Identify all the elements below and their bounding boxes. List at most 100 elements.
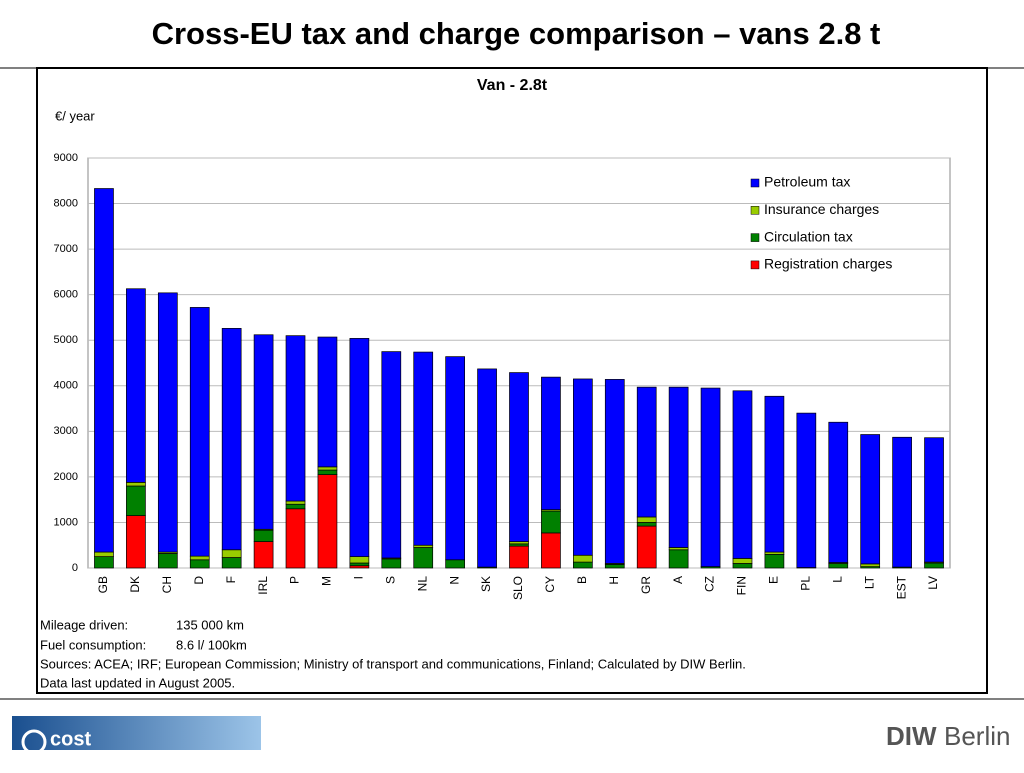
- x-tick-label: SLO: [511, 576, 525, 600]
- x-tick-label: M: [320, 576, 334, 586]
- x-tick-label: SK: [479, 576, 493, 592]
- x-tick-label: GB: [96, 576, 110, 593]
- bar-segment: [254, 335, 273, 530]
- bar-segment: [478, 369, 497, 567]
- bar-segment: [382, 352, 401, 558]
- bar-segment: [94, 552, 113, 557]
- legend-swatch: [751, 261, 759, 269]
- x-tick-label: DK: [128, 576, 142, 593]
- bar-segment: [382, 559, 401, 568]
- x-tick-label: LT: [862, 575, 876, 589]
- x-tick-label: NL: [415, 576, 429, 592]
- bar-segment: [925, 563, 944, 568]
- x-tick-label: B: [575, 576, 589, 584]
- legend-label: Petroleum tax: [764, 174, 850, 190]
- bar-segment: [541, 511, 560, 533]
- y-tick-label: 5000: [54, 334, 78, 346]
- brand-bold: DIW: [886, 721, 937, 751]
- legend-swatch: [751, 234, 759, 242]
- x-tick-label: CZ: [703, 576, 717, 592]
- bar-segment: [126, 486, 145, 516]
- bar-segment: [158, 553, 177, 568]
- bar-segment: [637, 387, 656, 517]
- bar-segment: [318, 467, 337, 470]
- bar-segment: [893, 437, 912, 567]
- bar-segment: [765, 396, 784, 552]
- bar-segment: [733, 391, 752, 559]
- note-label: Mileage driven:: [40, 617, 128, 632]
- y-tick-label: 4000: [54, 380, 78, 392]
- brand: Berlin: [944, 721, 1010, 751]
- note-line: Sources: ACEA; IRF; European Commission;…: [40, 656, 746, 671]
- bar-segment: [318, 337, 337, 467]
- bar-segment: [350, 563, 369, 566]
- bar-segment: [829, 563, 848, 568]
- bar-segment: [573, 555, 592, 562]
- legend-swatch: [751, 206, 759, 214]
- x-tick-label: E: [767, 576, 781, 584]
- x-tick-label: CH: [160, 576, 174, 593]
- x-tick-label: CY: [543, 576, 557, 593]
- bar-segment: [286, 501, 305, 504]
- y-tick-label: 8000: [54, 197, 78, 209]
- bar-segment: [510, 373, 529, 542]
- bar-segment: [541, 377, 560, 510]
- x-tick-label: P: [288, 576, 302, 584]
- bar-segment: [94, 189, 113, 553]
- x-tick-label: I: [352, 576, 366, 579]
- bar-segment: [510, 546, 529, 568]
- legend-label: Registration charges: [764, 256, 892, 272]
- y-tick-label: 2000: [54, 471, 78, 483]
- bar-segment: [829, 422, 848, 562]
- bar-segment: [94, 557, 113, 568]
- bar-segment: [637, 522, 656, 526]
- y-axis-label: €/ year: [55, 108, 95, 123]
- x-tick-label: IRL: [256, 576, 270, 595]
- bar-segment: [605, 564, 624, 568]
- bar-segment: [318, 475, 337, 568]
- x-tick-label: EST: [894, 575, 908, 599]
- bar-segment: [925, 438, 944, 562]
- bar-segment: [126, 516, 145, 568]
- note-value: 135 000 km: [176, 617, 244, 632]
- bar-segment: [446, 560, 465, 568]
- bar-segment: [190, 560, 209, 568]
- bar-segment: [414, 548, 433, 569]
- bar-segment: [701, 388, 720, 567]
- bar-segment: [222, 328, 241, 549]
- note-line: Data last updated in August 2005.: [40, 675, 235, 690]
- bar-segment: [765, 554, 784, 568]
- bar-segment: [861, 435, 880, 564]
- bar-segment: [446, 357, 465, 560]
- bar-segment: [414, 352, 433, 545]
- x-tick-label: LV: [926, 576, 940, 590]
- bar-segment: [797, 413, 816, 567]
- bar-segment: [126, 482, 145, 486]
- x-tick-label: H: [607, 576, 621, 585]
- bar-segment: [318, 470, 337, 475]
- bar-segment: [350, 557, 369, 563]
- bar-segment: [861, 564, 880, 567]
- bar-segment: [190, 556, 209, 560]
- bar-segment: [222, 558, 241, 568]
- x-tick-label: A: [671, 576, 685, 584]
- bar-segment: [254, 530, 273, 541]
- y-tick-label: 0: [72, 562, 78, 574]
- bar-segment: [573, 379, 592, 555]
- y-tick-label: 1000: [54, 516, 78, 528]
- y-tick-label: 6000: [54, 289, 78, 301]
- logo-text: cost: [50, 728, 91, 750]
- bar-segment: [669, 387, 688, 547]
- bar-segment: [190, 307, 209, 556]
- x-tick-label: PL: [799, 576, 813, 591]
- bar-segment: [254, 542, 273, 568]
- x-tick-label: D: [192, 576, 206, 585]
- bar-segment: [158, 293, 177, 552]
- bar-segment: [541, 533, 560, 568]
- bar-segment: [286, 336, 305, 501]
- bar-segment: [605, 379, 624, 563]
- x-tick-label: N: [447, 576, 461, 585]
- chart-title: Van - 2.8t: [477, 77, 548, 94]
